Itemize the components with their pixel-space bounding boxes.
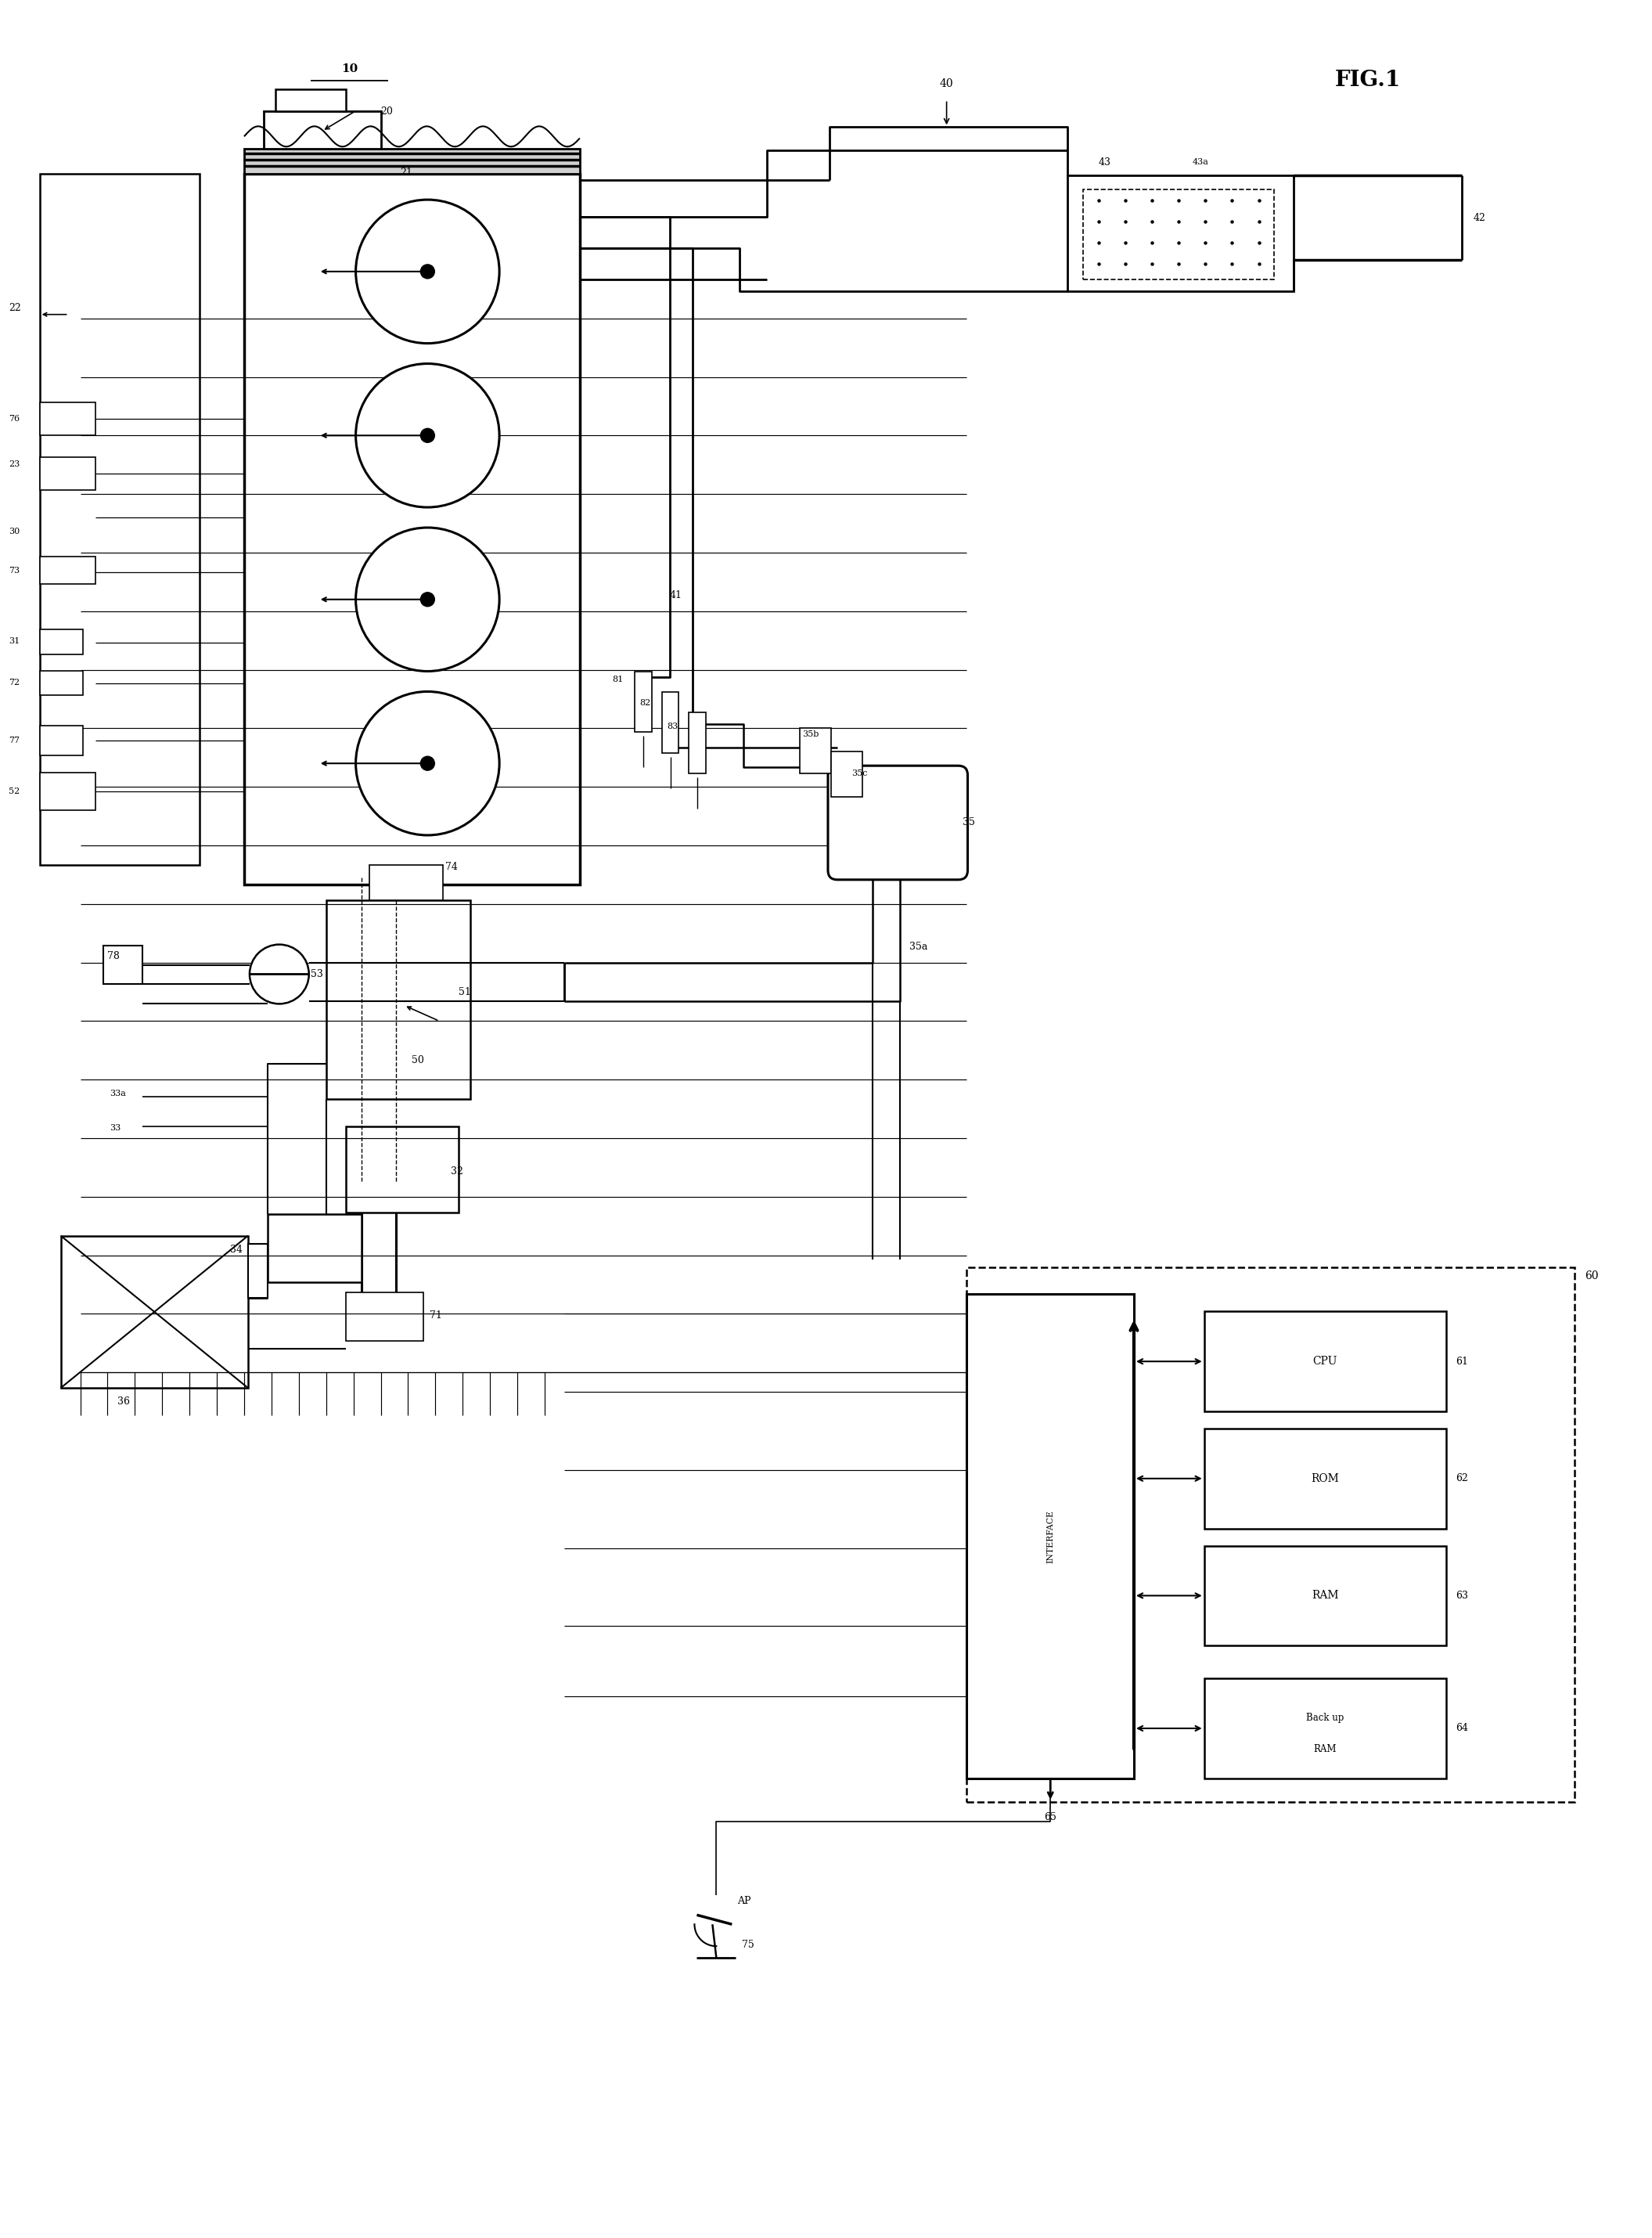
Circle shape xyxy=(355,528,499,671)
Bar xyxy=(325,900,471,1099)
Text: 33: 33 xyxy=(111,1123,121,1132)
Text: RAM: RAM xyxy=(1312,1591,1338,1600)
Text: 34: 34 xyxy=(230,1244,243,1256)
Text: 61: 61 xyxy=(1455,1356,1469,1367)
Text: ROM: ROM xyxy=(1312,1473,1340,1484)
Circle shape xyxy=(355,363,499,508)
Text: AP: AP xyxy=(737,1896,752,1907)
Bar xyxy=(40,403,96,436)
Text: 50: 50 xyxy=(411,1054,425,1065)
Bar xyxy=(40,457,96,490)
Text: 65: 65 xyxy=(1044,1813,1057,1822)
Text: 74: 74 xyxy=(446,862,458,873)
Text: 60: 60 xyxy=(1584,1271,1599,1282)
Bar xyxy=(1204,1428,1446,1529)
Text: 43: 43 xyxy=(1099,157,1112,168)
Text: 73: 73 xyxy=(8,566,20,575)
Bar xyxy=(1204,1546,1446,1645)
Bar xyxy=(800,727,831,774)
Text: 35b: 35b xyxy=(803,730,819,739)
Text: 64: 64 xyxy=(1455,1723,1469,1734)
Bar xyxy=(61,1235,248,1388)
Text: 51: 51 xyxy=(459,987,471,998)
Bar xyxy=(1204,1311,1446,1412)
Bar xyxy=(264,112,380,150)
Bar xyxy=(1067,175,1294,291)
Text: FIG.1: FIG.1 xyxy=(1335,69,1401,92)
Text: INTERFACE: INTERFACE xyxy=(1046,1511,1054,1562)
Circle shape xyxy=(355,199,499,342)
Text: 35a: 35a xyxy=(909,942,927,951)
Text: 81: 81 xyxy=(613,676,624,685)
Bar xyxy=(40,671,83,696)
Bar xyxy=(689,712,705,774)
Bar xyxy=(244,175,580,884)
Text: 52: 52 xyxy=(8,788,20,794)
Bar xyxy=(368,864,443,900)
Bar xyxy=(345,1126,459,1213)
Bar xyxy=(1204,1678,1446,1779)
Circle shape xyxy=(421,756,434,770)
Text: 75: 75 xyxy=(742,1940,755,1949)
Text: 21: 21 xyxy=(400,168,413,177)
Bar xyxy=(40,772,96,810)
Bar xyxy=(966,1267,1574,1802)
Text: 36: 36 xyxy=(117,1397,131,1405)
Text: 32: 32 xyxy=(451,1166,464,1177)
Text: 35: 35 xyxy=(961,817,975,828)
Text: 35c: 35c xyxy=(851,770,867,777)
FancyBboxPatch shape xyxy=(828,765,968,880)
Text: Back up: Back up xyxy=(1307,1712,1345,1723)
Text: 42: 42 xyxy=(1474,213,1485,224)
Bar xyxy=(248,1244,268,1298)
Text: 43a: 43a xyxy=(1193,159,1209,166)
Text: 71: 71 xyxy=(430,1309,443,1320)
Text: 77: 77 xyxy=(8,736,20,745)
Text: 41: 41 xyxy=(669,591,682,600)
Text: 40: 40 xyxy=(940,78,953,90)
Text: 20: 20 xyxy=(380,107,393,116)
Text: 83: 83 xyxy=(667,723,679,730)
Circle shape xyxy=(249,944,309,1005)
Bar xyxy=(104,944,142,985)
Bar xyxy=(40,557,96,584)
Bar xyxy=(345,1294,423,1341)
Bar xyxy=(966,1294,1133,1779)
Text: 33a: 33a xyxy=(111,1090,126,1097)
Bar xyxy=(268,1213,362,1282)
Bar xyxy=(1084,190,1274,280)
Text: 22: 22 xyxy=(8,302,21,313)
Text: 30: 30 xyxy=(8,528,20,535)
Circle shape xyxy=(421,264,434,278)
Text: RAM: RAM xyxy=(1313,1743,1336,1755)
Circle shape xyxy=(421,427,434,443)
Circle shape xyxy=(421,593,434,606)
Text: 10: 10 xyxy=(342,63,358,74)
Bar xyxy=(40,725,83,756)
Text: 78: 78 xyxy=(107,951,121,962)
Text: 31: 31 xyxy=(8,638,20,645)
Bar xyxy=(40,175,200,864)
Text: 63: 63 xyxy=(1455,1591,1469,1600)
Text: 82: 82 xyxy=(639,698,651,707)
Circle shape xyxy=(355,692,499,835)
Bar xyxy=(831,752,862,797)
Text: 76: 76 xyxy=(8,416,20,423)
Text: CPU: CPU xyxy=(1313,1356,1338,1367)
Bar xyxy=(244,150,580,175)
Bar xyxy=(276,90,345,112)
Text: 62: 62 xyxy=(1455,1473,1469,1484)
Bar xyxy=(634,671,651,732)
Bar xyxy=(40,629,83,653)
Bar xyxy=(662,692,679,754)
Text: 23: 23 xyxy=(8,461,20,468)
Text: 72: 72 xyxy=(8,678,20,687)
Text: 53: 53 xyxy=(311,969,322,980)
